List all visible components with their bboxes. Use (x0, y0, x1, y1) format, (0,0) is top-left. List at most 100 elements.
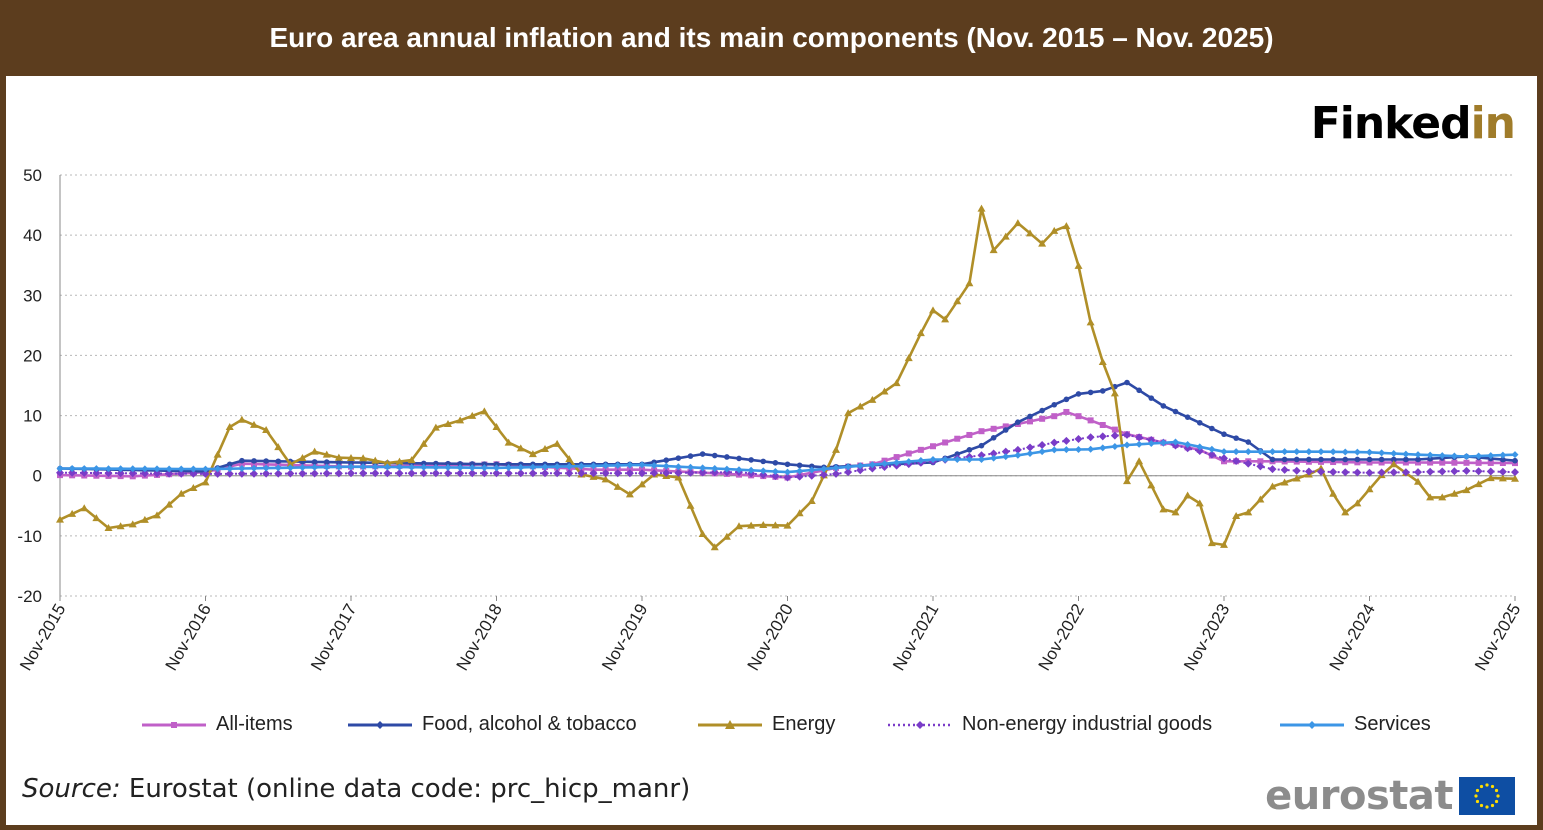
point-neig (662, 469, 671, 478)
point-all_items (1475, 459, 1482, 466)
point-food (1148, 395, 1155, 401)
point-all_items (966, 431, 973, 438)
point-neig (1329, 467, 1338, 476)
point-services (250, 464, 258, 472)
point-energy (1462, 486, 1471, 494)
point-neig (201, 469, 210, 478)
point-services (1475, 452, 1483, 460)
point-services (1135, 440, 1143, 448)
point-services (990, 454, 998, 462)
point-energy (1159, 505, 1168, 513)
point-food (1039, 407, 1045, 414)
point-neig (856, 466, 865, 475)
point-services (1426, 451, 1434, 459)
point-neig (1365, 468, 1374, 477)
point-energy (541, 444, 549, 452)
point-all_items (978, 428, 985, 435)
point-energy (56, 515, 64, 523)
point-food (808, 463, 815, 470)
point-neig (128, 469, 137, 478)
point-services (1390, 449, 1398, 457)
point-neig (625, 469, 634, 478)
point-services (1353, 448, 1361, 456)
point-energy (1062, 222, 1071, 230)
point-energy (856, 402, 865, 410)
point-food (1269, 456, 1276, 463)
point-all_items (1051, 413, 1058, 420)
point-neig (832, 469, 840, 478)
point-services (917, 457, 925, 465)
point-services (1450, 452, 1458, 460)
point-neig (56, 468, 64, 477)
point-services (80, 465, 88, 473)
y-tick-label: -20 (17, 587, 42, 606)
point-neig (1050, 438, 1059, 447)
point-food (275, 458, 282, 465)
point-services (590, 462, 597, 470)
point-services (771, 468, 779, 476)
x-tick-label: Nov-2017 (307, 601, 360, 674)
point-energy (1426, 493, 1435, 501)
point-food (699, 451, 706, 457)
point-services (274, 464, 282, 472)
point-food (724, 454, 730, 460)
point-neig (1450, 467, 1459, 476)
point-energy (1341, 508, 1350, 516)
point-energy (638, 480, 646, 488)
point-services (1002, 453, 1010, 461)
point-energy (528, 450, 537, 458)
point-services (1111, 442, 1119, 450)
point-energy (1050, 226, 1059, 234)
point-services (1487, 452, 1495, 460)
point-neig (553, 469, 562, 478)
point-all_items (1366, 459, 1373, 466)
point-all_items (930, 443, 936, 450)
point-neig (444, 469, 452, 478)
point-services (68, 465, 76, 473)
point-services (541, 463, 549, 471)
point-food (1075, 391, 1082, 397)
point-neig (565, 469, 574, 478)
point-energy (795, 509, 804, 517)
point-services (141, 465, 149, 473)
point-services (832, 464, 840, 472)
point-services (1172, 438, 1179, 446)
point-energy (225, 422, 234, 430)
point-energy (1026, 229, 1034, 237)
chart-legend: All-items Food, alcohol & tobacco Energy No… (6, 713, 1537, 743)
point-services (868, 461, 876, 469)
point-services (614, 461, 622, 469)
legend-swatch-all_items (142, 721, 206, 728)
y-tick-label: 40 (23, 226, 42, 245)
x-tick-label: Nov-2022 (1035, 601, 1088, 674)
point-services (262, 464, 270, 472)
point-neig (80, 468, 89, 477)
point-energy (1147, 481, 1156, 489)
point-services (153, 465, 161, 473)
legend-item-all_items: All-items (140, 713, 293, 736)
point-services (1123, 441, 1131, 449)
point-energy (553, 439, 562, 447)
point-energy (759, 521, 768, 529)
point-services (1099, 444, 1107, 452)
point-energy (237, 415, 246, 423)
flag-star (1490, 784, 1495, 789)
point-neig (431, 469, 440, 478)
flag-star (1474, 794, 1478, 798)
point-food (772, 460, 779, 466)
point-energy (977, 204, 986, 212)
point-services (432, 463, 440, 471)
point-energy (1389, 460, 1398, 468)
point-energy (201, 478, 210, 486)
point-food (1051, 401, 1058, 408)
chart-plot: -20 -10 0 10 20 30 40 50 Nov-2015 Nov-2016 Nov-201… (16, 166, 1524, 674)
y-tick-label: 20 (23, 346, 42, 365)
point-food (1415, 456, 1421, 463)
point-all_items (1087, 417, 1094, 424)
point-all_items (917, 446, 924, 453)
chart-panel: -20 -10 0 10 20 30 40 50 Nov-2015 Nov-2016 Nov-201… (6, 76, 1537, 825)
point-energy (1474, 480, 1483, 488)
legend-label-food: Food, alcohol & tobacco (422, 713, 637, 735)
point-all_items (1499, 460, 1506, 467)
point-food (1124, 379, 1130, 386)
